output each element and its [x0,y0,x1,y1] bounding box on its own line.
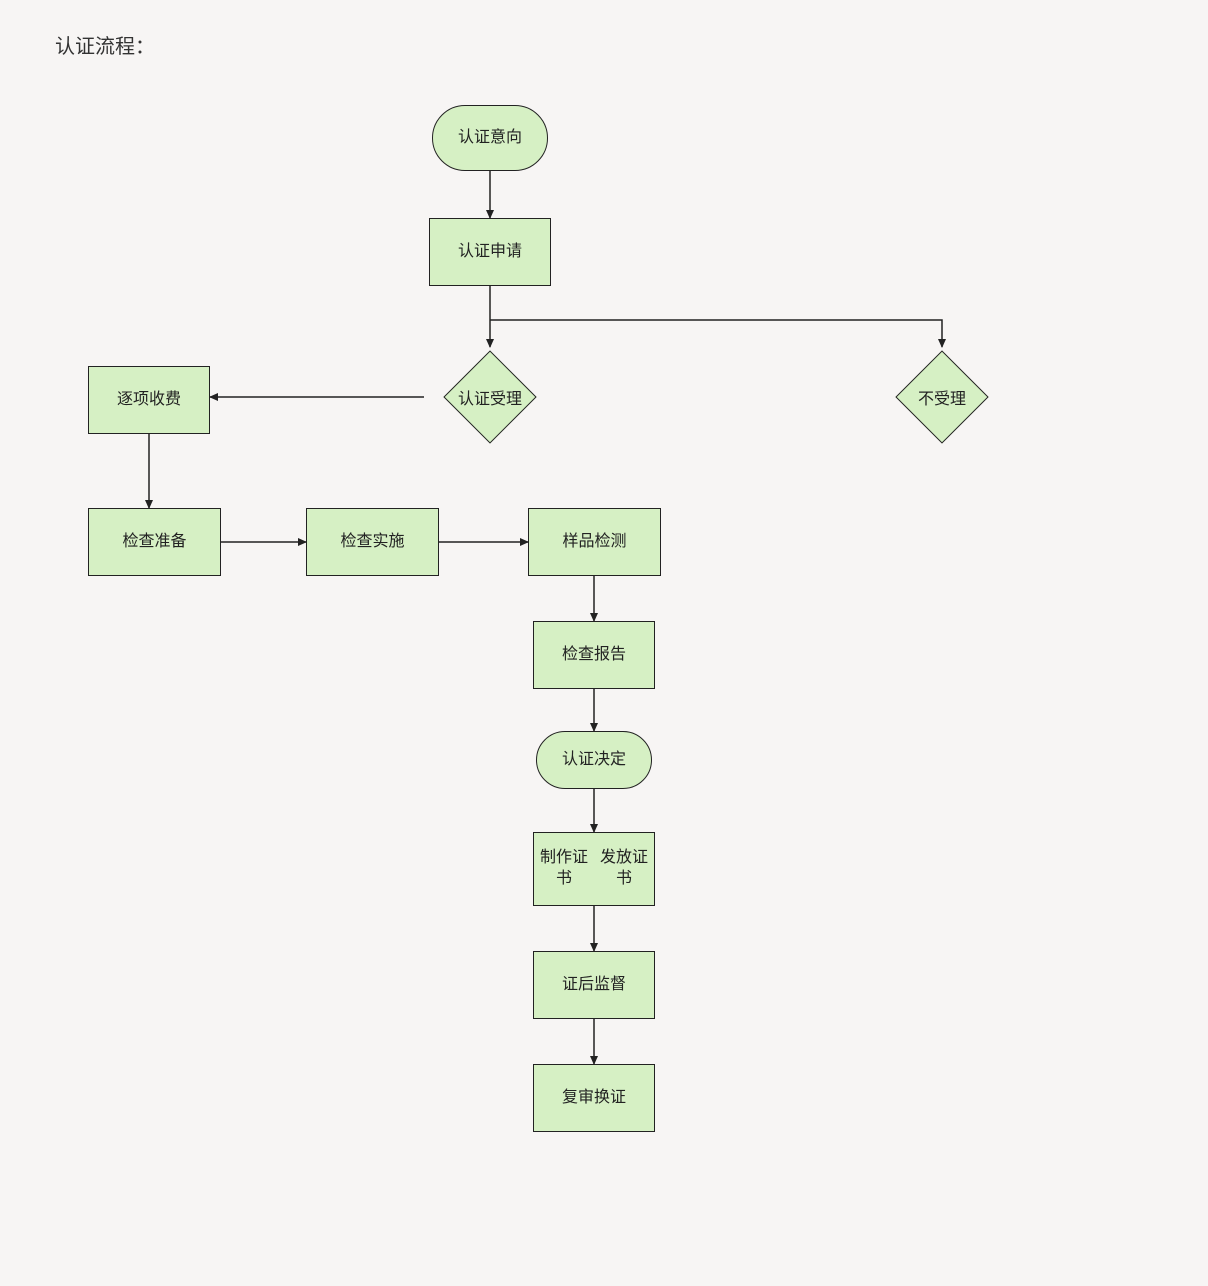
node-n13: 复审换证 [533,1064,655,1132]
node-n7: 检查实施 [306,508,439,576]
node-n2: 认证申请 [429,218,551,286]
node-n1: 认证意向 [432,105,548,171]
edge-split-n4 [490,320,942,347]
node-label-n3: 认证受理 [444,351,536,443]
flowchart-canvas: 认证流程： 认证意向认证申请认证受理 不受理 逐项收费检查准备 检查实施 样品检测检查报… [0,0,1208,1286]
node-n12: 证后监督 [533,951,655,1019]
node-n11: 制作证书发放证书 [533,832,655,906]
node-n10: 认证决定 [536,731,652,789]
node-n9: 检查报告 [533,621,655,689]
node-n6: 检查准备 [88,508,221,576]
node-n4: 不受理 [909,364,975,430]
node-n5: 逐项收费 [88,366,210,434]
node-n3: 认证受理 [457,364,523,430]
node-label-n4: 不受理 [896,351,988,443]
page-title: 认证流程： [55,30,155,59]
node-n8: 样品检测 [528,508,661,576]
